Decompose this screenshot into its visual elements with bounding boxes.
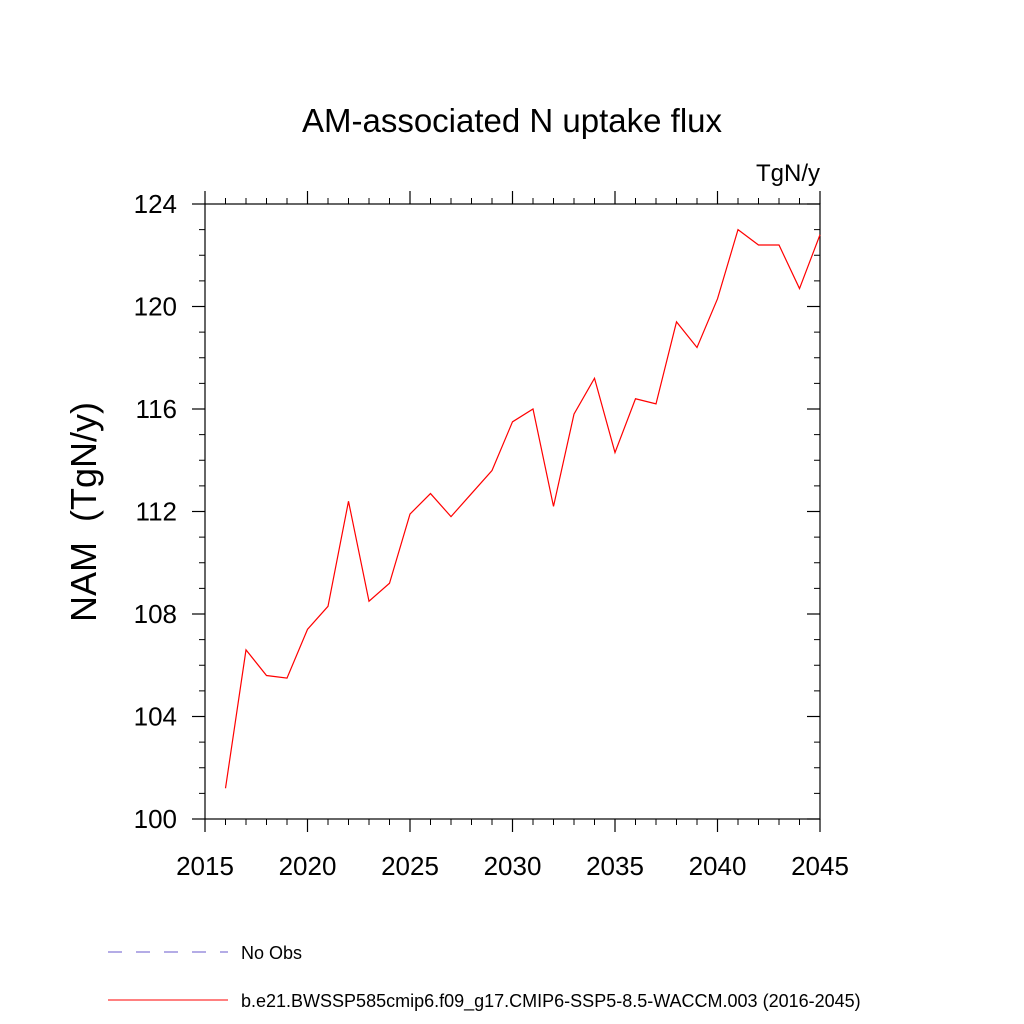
x-tick-label: 2045 [791, 851, 849, 881]
plot-axes: 2015 2020 2025 2030 2035 2040 2045 100 104 108 112… [134, 189, 849, 881]
y-axis-label: NAM (TgN/y) [63, 402, 104, 622]
y-tick-label: 100 [134, 804, 177, 834]
series-layer [224, 228, 821, 789]
x-tick-label: 2020 [279, 851, 337, 881]
x-tick-label: 2025 [381, 851, 439, 881]
x-tick-label: 2035 [586, 851, 644, 881]
chart-title: AM-associated N uptake flux [302, 102, 723, 139]
x-tick-label: 2040 [689, 851, 747, 881]
y-tick-label: 116 [136, 394, 177, 424]
series-line [224, 228, 821, 789]
x-tick-label: 2030 [484, 851, 542, 881]
legend: No Obs b.e21.BWSSP585cmip6.f09_g17.CMIP6-… [108, 943, 861, 1012]
y-tick-label: 124 [134, 189, 177, 219]
plot-frame [204, 203, 821, 820]
legend-label-2: b.e21.BWSSP585cmip6.f09_g17.CMIP6-SSP5-8… [241, 991, 861, 1012]
y-tick-label: 108 [134, 599, 177, 629]
y-tick-label: 104 [134, 702, 177, 732]
legend-label-1: No Obs [241, 943, 302, 963]
y-tick-label: 112 [136, 497, 177, 527]
y-tick-label: 120 [134, 292, 177, 322]
x-tick-label: 2015 [176, 851, 234, 881]
units-label: TgN/y [756, 160, 820, 187]
